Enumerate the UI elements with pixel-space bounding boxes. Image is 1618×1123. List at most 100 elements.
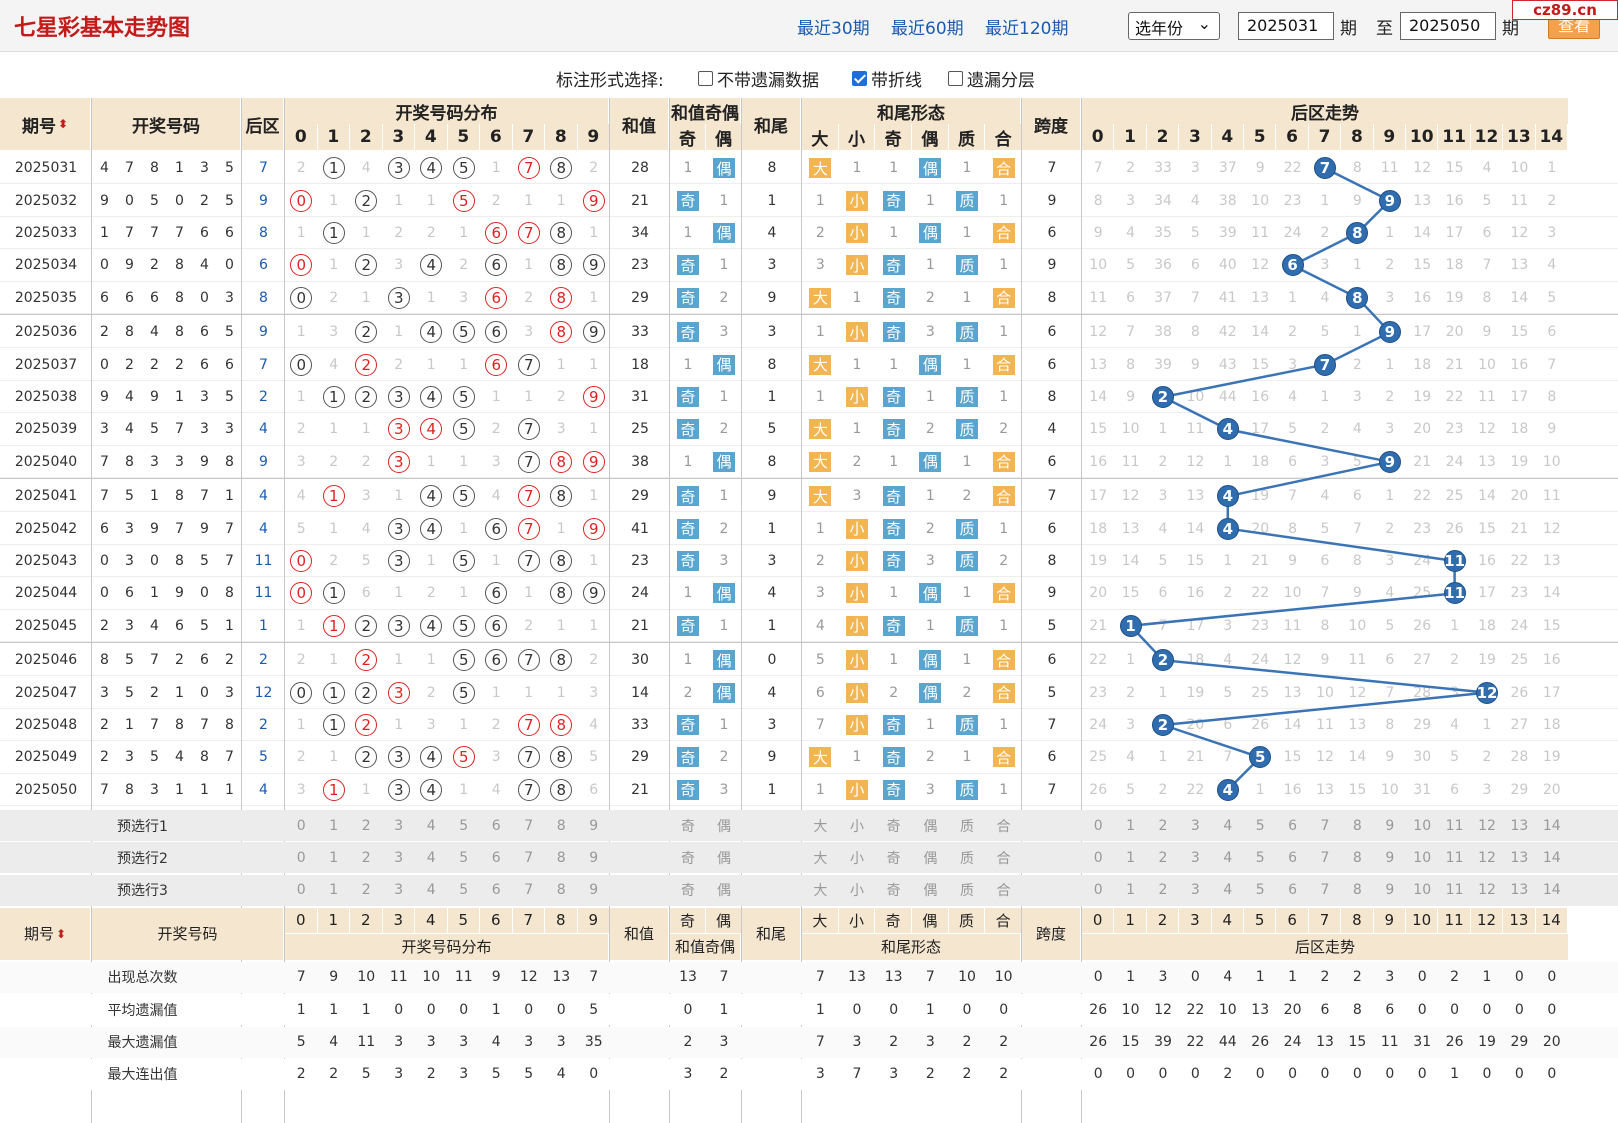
preselect-digit[interactable]: 1 [329,817,339,834]
preselect-digit[interactable]: 4 [426,882,436,899]
preselect-back[interactable]: 4 [1223,849,1233,866]
preselect-digit[interactable]: 5 [459,849,469,866]
preselect-digit[interactable]: 0 [296,817,306,834]
preselect-tail-form[interactable]: 偶 [923,818,938,835]
preselect-tail-form[interactable]: 小 [849,850,864,867]
preselect-even[interactable]: 偶 [717,850,731,867]
preselect-tail-form[interactable]: 合 [996,883,1011,900]
preselect-back[interactable]: 12 [1478,882,1496,899]
preselect-back[interactable]: 0 [1093,817,1103,834]
preselect-digit[interactable]: 6 [491,817,501,834]
preselect-tail-form[interactable]: 合 [996,818,1011,835]
preselect-back[interactable]: 9 [1385,849,1395,866]
preselect-tail-form[interactable]: 大 [813,818,828,835]
from-period-input[interactable]: 2025031 [1238,12,1334,40]
preselect-back[interactable]: 14 [1542,882,1561,899]
preselect-digit[interactable]: 7 [524,817,534,834]
nav-recent-30[interactable]: 最近30期 [797,19,870,39]
preselect-back[interactable]: 7 [1320,817,1330,834]
preselect-digit[interactable]: 3 [394,849,404,866]
preselect-row[interactable] [0,842,1618,874]
preselect-even[interactable]: 偶 [717,818,731,835]
preselect-tail-form[interactable]: 偶 [923,850,938,867]
preselect-row[interactable] [0,874,1618,906]
preselect-digit[interactable]: 3 [394,817,404,834]
preselect-back[interactable]: 4 [1223,817,1233,834]
preselect-back[interactable]: 5 [1255,817,1265,834]
preselect-tail-form[interactable]: 奇 [886,818,901,835]
preselect-back[interactable]: 6 [1288,882,1298,899]
preselect-back[interactable]: 8 [1352,849,1362,866]
preselect-back[interactable]: 12 [1478,849,1496,866]
preselect-back[interactable]: 5 [1255,882,1265,899]
preselect-digit[interactable]: 9 [589,882,599,899]
preselect-odd[interactable]: 奇 [681,818,695,835]
preselect-back[interactable]: 11 [1445,849,1464,866]
preselect-back[interactable]: 13 [1510,849,1529,866]
checkbox-no-miss[interactable] [698,71,713,86]
nav-recent-120[interactable]: 最近120期 [985,19,1069,39]
preselect-digit[interactable]: 0 [296,849,306,866]
preselect-back[interactable]: 1 [1126,882,1136,899]
preselect-digit[interactable]: 8 [556,882,566,899]
checkbox-polyline[interactable] [852,71,867,86]
preselect-back[interactable]: 9 [1385,882,1395,899]
preselect-back[interactable]: 3 [1190,849,1200,866]
preselect-odd[interactable]: 奇 [681,883,695,900]
preselect-tail-form[interactable]: 质 [959,883,974,900]
preselect-tail-form[interactable]: 大 [813,850,828,867]
preselect-back[interactable]: 13 [1510,882,1529,899]
preselect-tail-form[interactable]: 质 [959,818,974,835]
preselect-back[interactable]: 14 [1542,817,1561,834]
preselect-back[interactable]: 10 [1413,817,1432,834]
preselect-back[interactable]: 3 [1190,882,1200,899]
preselect-tail-form[interactable]: 质 [959,850,974,867]
preselect-back[interactable]: 3 [1190,817,1200,834]
footer-period-header[interactable]: 期号 ⬍ [0,907,90,960]
preselect-back[interactable]: 0 [1093,849,1103,866]
preselect-digit[interactable]: 5 [459,817,469,834]
preselect-digit[interactable]: 2 [361,849,371,866]
preselect-digit[interactable]: 6 [491,882,501,899]
preselect-back[interactable]: 1 [1126,817,1136,834]
nav-recent-60[interactable]: 最近60期 [891,19,964,39]
preselect-digit[interactable]: 9 [589,817,599,834]
preselect-digit[interactable]: 5 [459,882,469,899]
option-no-miss[interactable]: 不带遗漏数据 [698,66,819,91]
preselect-tail-form[interactable]: 奇 [886,883,901,900]
preselect-digit[interactable]: 2 [361,882,371,899]
preselect-digit[interactable]: 8 [556,817,566,834]
preselect-tail-form[interactable]: 小 [849,818,864,835]
preselect-digit[interactable]: 1 [329,882,339,899]
preselect-back[interactable]: 10 [1413,849,1432,866]
col-period-header[interactable]: 期号 ⬍ [0,98,90,150]
preselect-back[interactable]: 13 [1510,817,1529,834]
preselect-back[interactable]: 1 [1126,849,1136,866]
preselect-digit[interactable]: 7 [524,849,534,866]
option-miss-layer[interactable]: 遗漏分层 [948,66,1035,91]
preselect-back[interactable]: 7 [1320,849,1330,866]
preselect-digit[interactable]: 9 [589,849,599,866]
preselect-digit[interactable]: 8 [556,849,566,866]
preselect-back[interactable]: 4 [1223,882,1233,899]
preselect-row[interactable] [0,810,1618,841]
preselect-digit[interactable]: 1 [329,849,339,866]
preselect-tail-form[interactable]: 大 [813,883,828,900]
preselect-back[interactable]: 11 [1445,882,1464,899]
preselect-back[interactable]: 12 [1478,817,1496,834]
preselect-tail-form[interactable]: 小 [849,883,864,900]
preselect-back[interactable]: 9 [1385,817,1395,834]
preselect-digit[interactable]: 7 [524,882,534,899]
preselect-even[interactable]: 偶 [717,883,731,900]
preselect-tail-form[interactable]: 偶 [923,883,938,900]
preselect-digit[interactable]: 0 [296,882,306,899]
preselect-digit[interactable]: 2 [361,817,371,834]
preselect-back[interactable]: 0 [1093,882,1103,899]
preselect-digit[interactable]: 6 [491,849,501,866]
preselect-back[interactable]: 8 [1352,882,1362,899]
preselect-back[interactable]: 7 [1320,882,1330,899]
preselect-back[interactable]: 11 [1445,817,1464,834]
to-period-input[interactable]: 2025050 [1400,12,1496,40]
preselect-back[interactable]: 14 [1542,849,1561,866]
preselect-back[interactable]: 5 [1255,849,1265,866]
